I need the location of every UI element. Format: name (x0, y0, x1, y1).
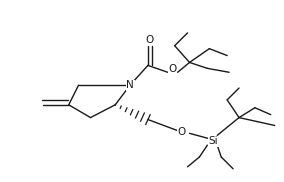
Text: O: O (178, 127, 186, 137)
Text: Si: Si (208, 136, 218, 146)
Text: N: N (126, 80, 134, 90)
Text: O: O (169, 64, 177, 74)
Text: O: O (146, 35, 154, 45)
